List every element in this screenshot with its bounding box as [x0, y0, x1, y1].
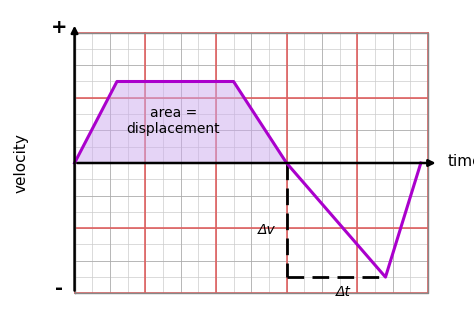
Text: time: time [447, 154, 474, 169]
Text: Δv: Δv [258, 223, 276, 237]
Text: -: - [55, 279, 63, 298]
Text: area =
displacement: area = displacement [127, 106, 220, 136]
Polygon shape [74, 82, 287, 163]
Text: velocity: velocity [14, 133, 29, 193]
Text: Δt: Δt [336, 285, 351, 299]
Text: +: + [50, 18, 67, 37]
